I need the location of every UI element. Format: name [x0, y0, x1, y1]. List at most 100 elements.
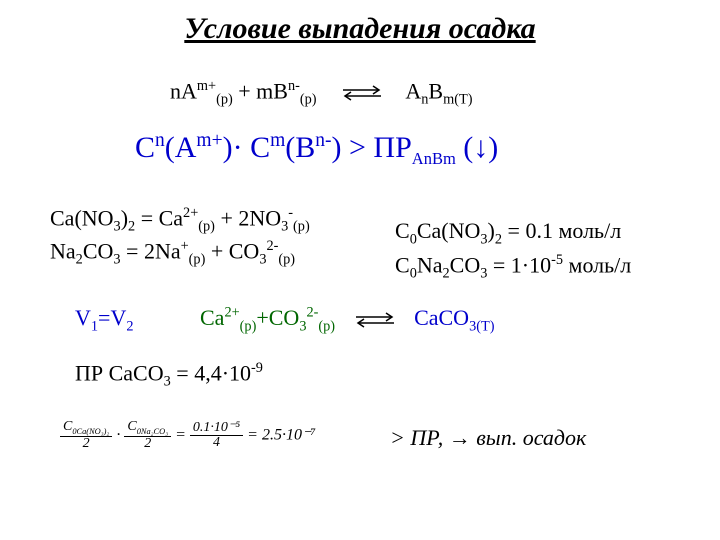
dissociation-eq-2: Na2CO3 = 2Na+(р) + CO32-(р) — [50, 238, 295, 269]
c2a: C — [395, 252, 410, 277]
f3n: 0.1·10⁻⁵ — [190, 421, 243, 435]
feq2: = 2.5·10⁻⁷ — [247, 426, 316, 443]
d1f: 2+ — [183, 205, 198, 221]
d2b: 2 — [76, 252, 83, 268]
concl-text: > ПР, → вып. осадок — [390, 425, 586, 450]
conclusion-text: > ПР, → вып. осадок — [390, 425, 586, 451]
rg: (р) — [318, 319, 335, 335]
cond-n: n — [155, 130, 165, 151]
d1c: ) — [121, 205, 128, 230]
rb: 2+ — [224, 305, 239, 321]
d1h: + 2NO — [215, 205, 281, 230]
c2e: CO — [450, 252, 481, 277]
d2e: = 2Na — [121, 238, 181, 263]
cond-C1: C — [135, 131, 155, 164]
v2: =V — [98, 305, 126, 330]
d2h: + CO — [205, 238, 259, 263]
page-title: Условие выпадения осадка — [0, 0, 720, 46]
rd: +CO — [256, 305, 299, 330]
eq1-mB: + mB — [233, 78, 288, 103]
concentration-1: C0Ca(NO3)2 = 0.1 моль/л — [395, 218, 621, 248]
c1d: 3 — [480, 231, 487, 247]
c1f: 2 — [495, 231, 502, 247]
cond-close1: )· C — [223, 131, 271, 164]
f1na: C — [63, 419, 72, 434]
cond-mplus: m+ — [196, 130, 222, 151]
d2i: 3 — [259, 252, 266, 268]
eq1-nA: nA — [170, 78, 197, 103]
concentration-2: C0Na2CO3 = 1·10-5 моль/л — [395, 252, 631, 283]
cond-Bn: (B — [285, 131, 315, 164]
eq1-p2: (р) — [300, 92, 317, 108]
cond-nminus: n- — [315, 130, 331, 151]
c2b: 0 — [410, 266, 417, 282]
fraction-1: C0Ca(NO₃)₂ 2 — [60, 420, 112, 451]
d2j: 2- — [266, 238, 278, 254]
ra: Ca — [200, 305, 224, 330]
eq1-A: A — [405, 78, 421, 103]
d2c: CO — [83, 238, 114, 263]
reaction-eq: Ca2+(р)+CO32-(р) CaCO3(T) — [200, 305, 494, 336]
f3d: 4 — [190, 435, 243, 450]
d1a: Ca(NO — [50, 205, 114, 230]
volume-eq: V1=V2 — [75, 305, 134, 335]
eq1-mplus: m+ — [197, 78, 216, 94]
d1g: (р) — [198, 219, 215, 235]
prc: = 4,4·10 — [171, 360, 251, 385]
cond-m: m — [270, 130, 285, 151]
calculation-eq: C0Ca(NO₃)₂ 2 · C0Na₂CO₃ 2 = 0.1·10⁻⁵ 4 =… — [60, 420, 316, 451]
d2k: (р) — [278, 252, 295, 268]
dot1: · — [116, 426, 120, 443]
c1a: C — [395, 218, 410, 243]
c1b: 0 — [410, 231, 417, 247]
f2nb: 0Na₂CO₃ — [137, 427, 168, 436]
fraction-2: C0Na₂CO₃ 2 — [124, 420, 171, 451]
dissociation-eq-1: Ca(NO3)2 = Ca2+(р) + 2NO3-(р) — [50, 205, 310, 236]
d2g: (р) — [189, 252, 206, 268]
prb: 3 — [164, 374, 171, 390]
d1e: = Ca — [135, 205, 183, 230]
rf: 2- — [306, 305, 318, 321]
c2h: -5 — [551, 252, 563, 268]
d2a: Na — [50, 238, 76, 263]
solubility-product: ПР CaCO3 = 4,4·10-9 — [75, 360, 263, 391]
cond-Am: (A — [165, 131, 197, 164]
v1: V — [75, 305, 91, 330]
cond-sub: AnBm — [412, 149, 456, 168]
d1b: 3 — [114, 219, 121, 235]
feq1: = — [175, 426, 186, 443]
f2d: 2 — [124, 436, 171, 451]
cond-close2: ) > ПР — [332, 131, 412, 164]
ri: 3(T) — [469, 319, 494, 335]
equilibrium-eq: nAm+(р) + mBn-(р) AnBm(T) — [170, 78, 472, 109]
fraction-3: 0.1·10⁻⁵ 4 — [190, 421, 243, 450]
d2f: + — [181, 238, 189, 254]
f2na: C — [127, 419, 136, 434]
f1d: 2 — [60, 436, 112, 451]
cond-arrow: (↓) — [456, 131, 498, 164]
d2d: 3 — [113, 252, 120, 268]
eq1-mT: m(T) — [443, 92, 472, 108]
equilibrium-arrow-icon — [339, 84, 385, 102]
re: 3 — [299, 319, 306, 335]
reaction-arrow-icon — [352, 311, 398, 329]
rh: CaCO — [414, 305, 469, 330]
rc: (р) — [240, 319, 257, 335]
c2d: 2 — [443, 266, 450, 282]
prd: -9 — [251, 360, 263, 376]
f1nb: 0Ca(NO₃)₂ — [72, 427, 109, 436]
c2g: = 1·10 — [487, 252, 551, 277]
precipitation-condition: Cn(Am+)· Cm(Bn-) > ПРAnBm (↓) — [135, 130, 498, 169]
c1e: ) — [488, 218, 495, 243]
v1s: 1 — [91, 318, 98, 334]
c2c: Na — [417, 252, 443, 277]
eq1-B: B — [428, 78, 443, 103]
c1c: Ca(NO — [417, 218, 481, 243]
v2s: 2 — [126, 318, 133, 334]
title-text: Условие выпадения осадка — [184, 12, 535, 45]
c1g: = 0.1 моль/л — [502, 218, 621, 243]
c2i: моль/л — [563, 252, 631, 277]
eq1-p1: (р) — [216, 92, 233, 108]
d1i: 3 — [281, 219, 288, 235]
pra: ПР CaCO — [75, 360, 164, 385]
